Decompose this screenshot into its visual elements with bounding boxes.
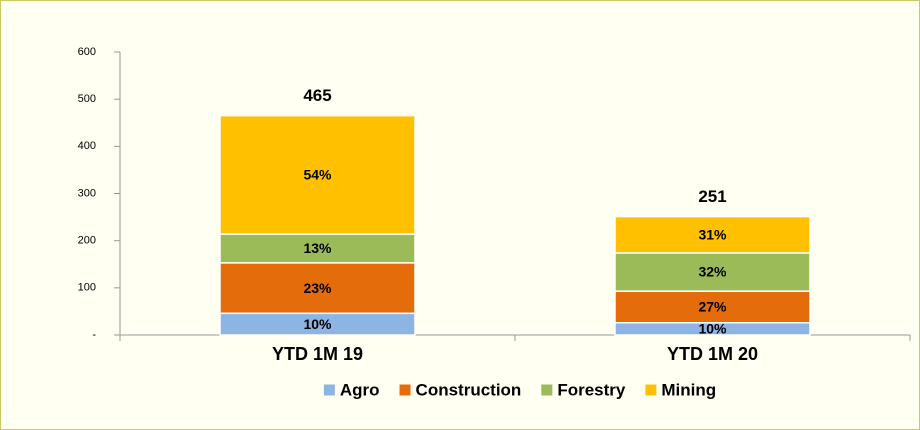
legend-label: Mining bbox=[661, 380, 716, 399]
y-tick-label: 400 bbox=[78, 140, 96, 152]
y-tick-label: 100 bbox=[78, 282, 96, 294]
y-tick-label: 200 bbox=[78, 235, 96, 247]
bar-segment bbox=[219, 114, 416, 235]
share-label: 54% bbox=[303, 167, 332, 183]
share-label: 27% bbox=[698, 299, 727, 315]
share-label: 23% bbox=[303, 280, 332, 296]
legend-label: Construction bbox=[416, 380, 522, 399]
bar-segment bbox=[219, 262, 416, 315]
legend-swatch bbox=[541, 384, 553, 396]
y-tick-label: - bbox=[92, 329, 96, 341]
legend-label: Forestry bbox=[557, 380, 626, 399]
legend-swatch bbox=[323, 384, 335, 396]
legend-swatch bbox=[399, 384, 411, 396]
share-label: 10% bbox=[303, 316, 332, 332]
legend-swatch bbox=[645, 384, 657, 396]
legend-item: Forestry bbox=[541, 380, 626, 399]
total-label: 465 bbox=[303, 86, 331, 105]
y-tick-label: 500 bbox=[78, 93, 96, 105]
share-label: 13% bbox=[303, 240, 332, 256]
share-label: 32% bbox=[698, 264, 727, 280]
legend-label: Agro bbox=[340, 380, 380, 399]
legend-item: Construction bbox=[399, 380, 522, 399]
share-label: 31% bbox=[698, 226, 727, 242]
bar-segment bbox=[614, 215, 811, 254]
x-tick-label: YTD 1M 20 bbox=[667, 344, 758, 364]
total-label: 251 bbox=[698, 187, 726, 206]
y-tick-label: 300 bbox=[78, 187, 96, 199]
x-tick-label: YTD 1M 19 bbox=[272, 344, 363, 364]
share-label: 10% bbox=[698, 321, 727, 337]
legend-item: Agro bbox=[323, 380, 380, 399]
legend-item: Mining bbox=[645, 380, 716, 399]
y-tick-label: 600 bbox=[78, 46, 96, 58]
